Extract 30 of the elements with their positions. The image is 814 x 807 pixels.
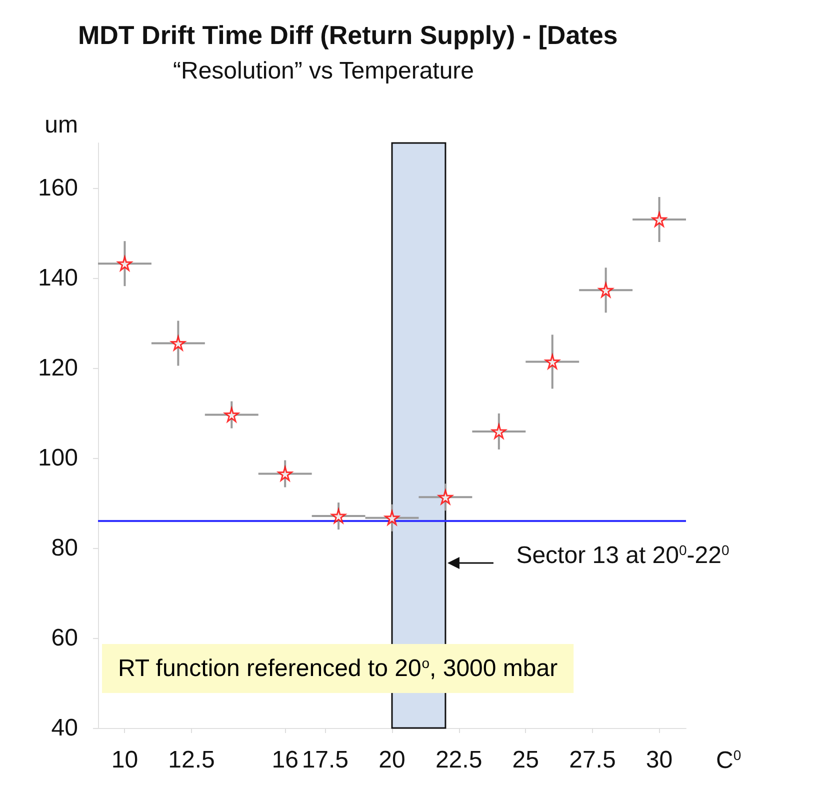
y-tick-label: 160 — [38, 174, 78, 202]
point — [545, 354, 560, 369]
x-tick-label: 17.5 — [302, 746, 349, 774]
y-tick-label: 140 — [38, 264, 78, 292]
text: MDT Drift Time Diff (Return Supply) - [Dates — [78, 20, 618, 50]
y-tick-label: 40 — [51, 714, 78, 742]
x-tick-label: 30 — [646, 746, 673, 774]
y-tick-label: 120 — [38, 354, 78, 382]
x-tick-label: 12.5 — [168, 746, 215, 774]
x-tick-label: 20 — [378, 746, 406, 774]
point — [170, 336, 186, 350]
point — [384, 510, 400, 526]
x-tick-label: 22.5 — [435, 746, 482, 774]
point — [117, 256, 132, 271]
x-tick-label: 25 — [512, 746, 539, 774]
y-tick-label: 100 — [38, 444, 78, 472]
x-tick-label: 16 — [272, 746, 298, 774]
chart-title: “Resolution” vs Temperature — [173, 58, 474, 84]
y-tick-label: 60 — [51, 624, 78, 652]
point — [598, 282, 614, 298]
point — [438, 490, 453, 504]
y-axis-title: um — [44, 112, 78, 138]
point — [278, 466, 292, 481]
point — [224, 408, 239, 422]
y-tick-label: 80 — [51, 534, 78, 562]
x-tick-label: 10 — [111, 746, 138, 774]
point — [652, 212, 667, 227]
point — [331, 508, 346, 524]
point — [492, 424, 506, 439]
x-tick-label: 27.5 — [569, 746, 616, 774]
